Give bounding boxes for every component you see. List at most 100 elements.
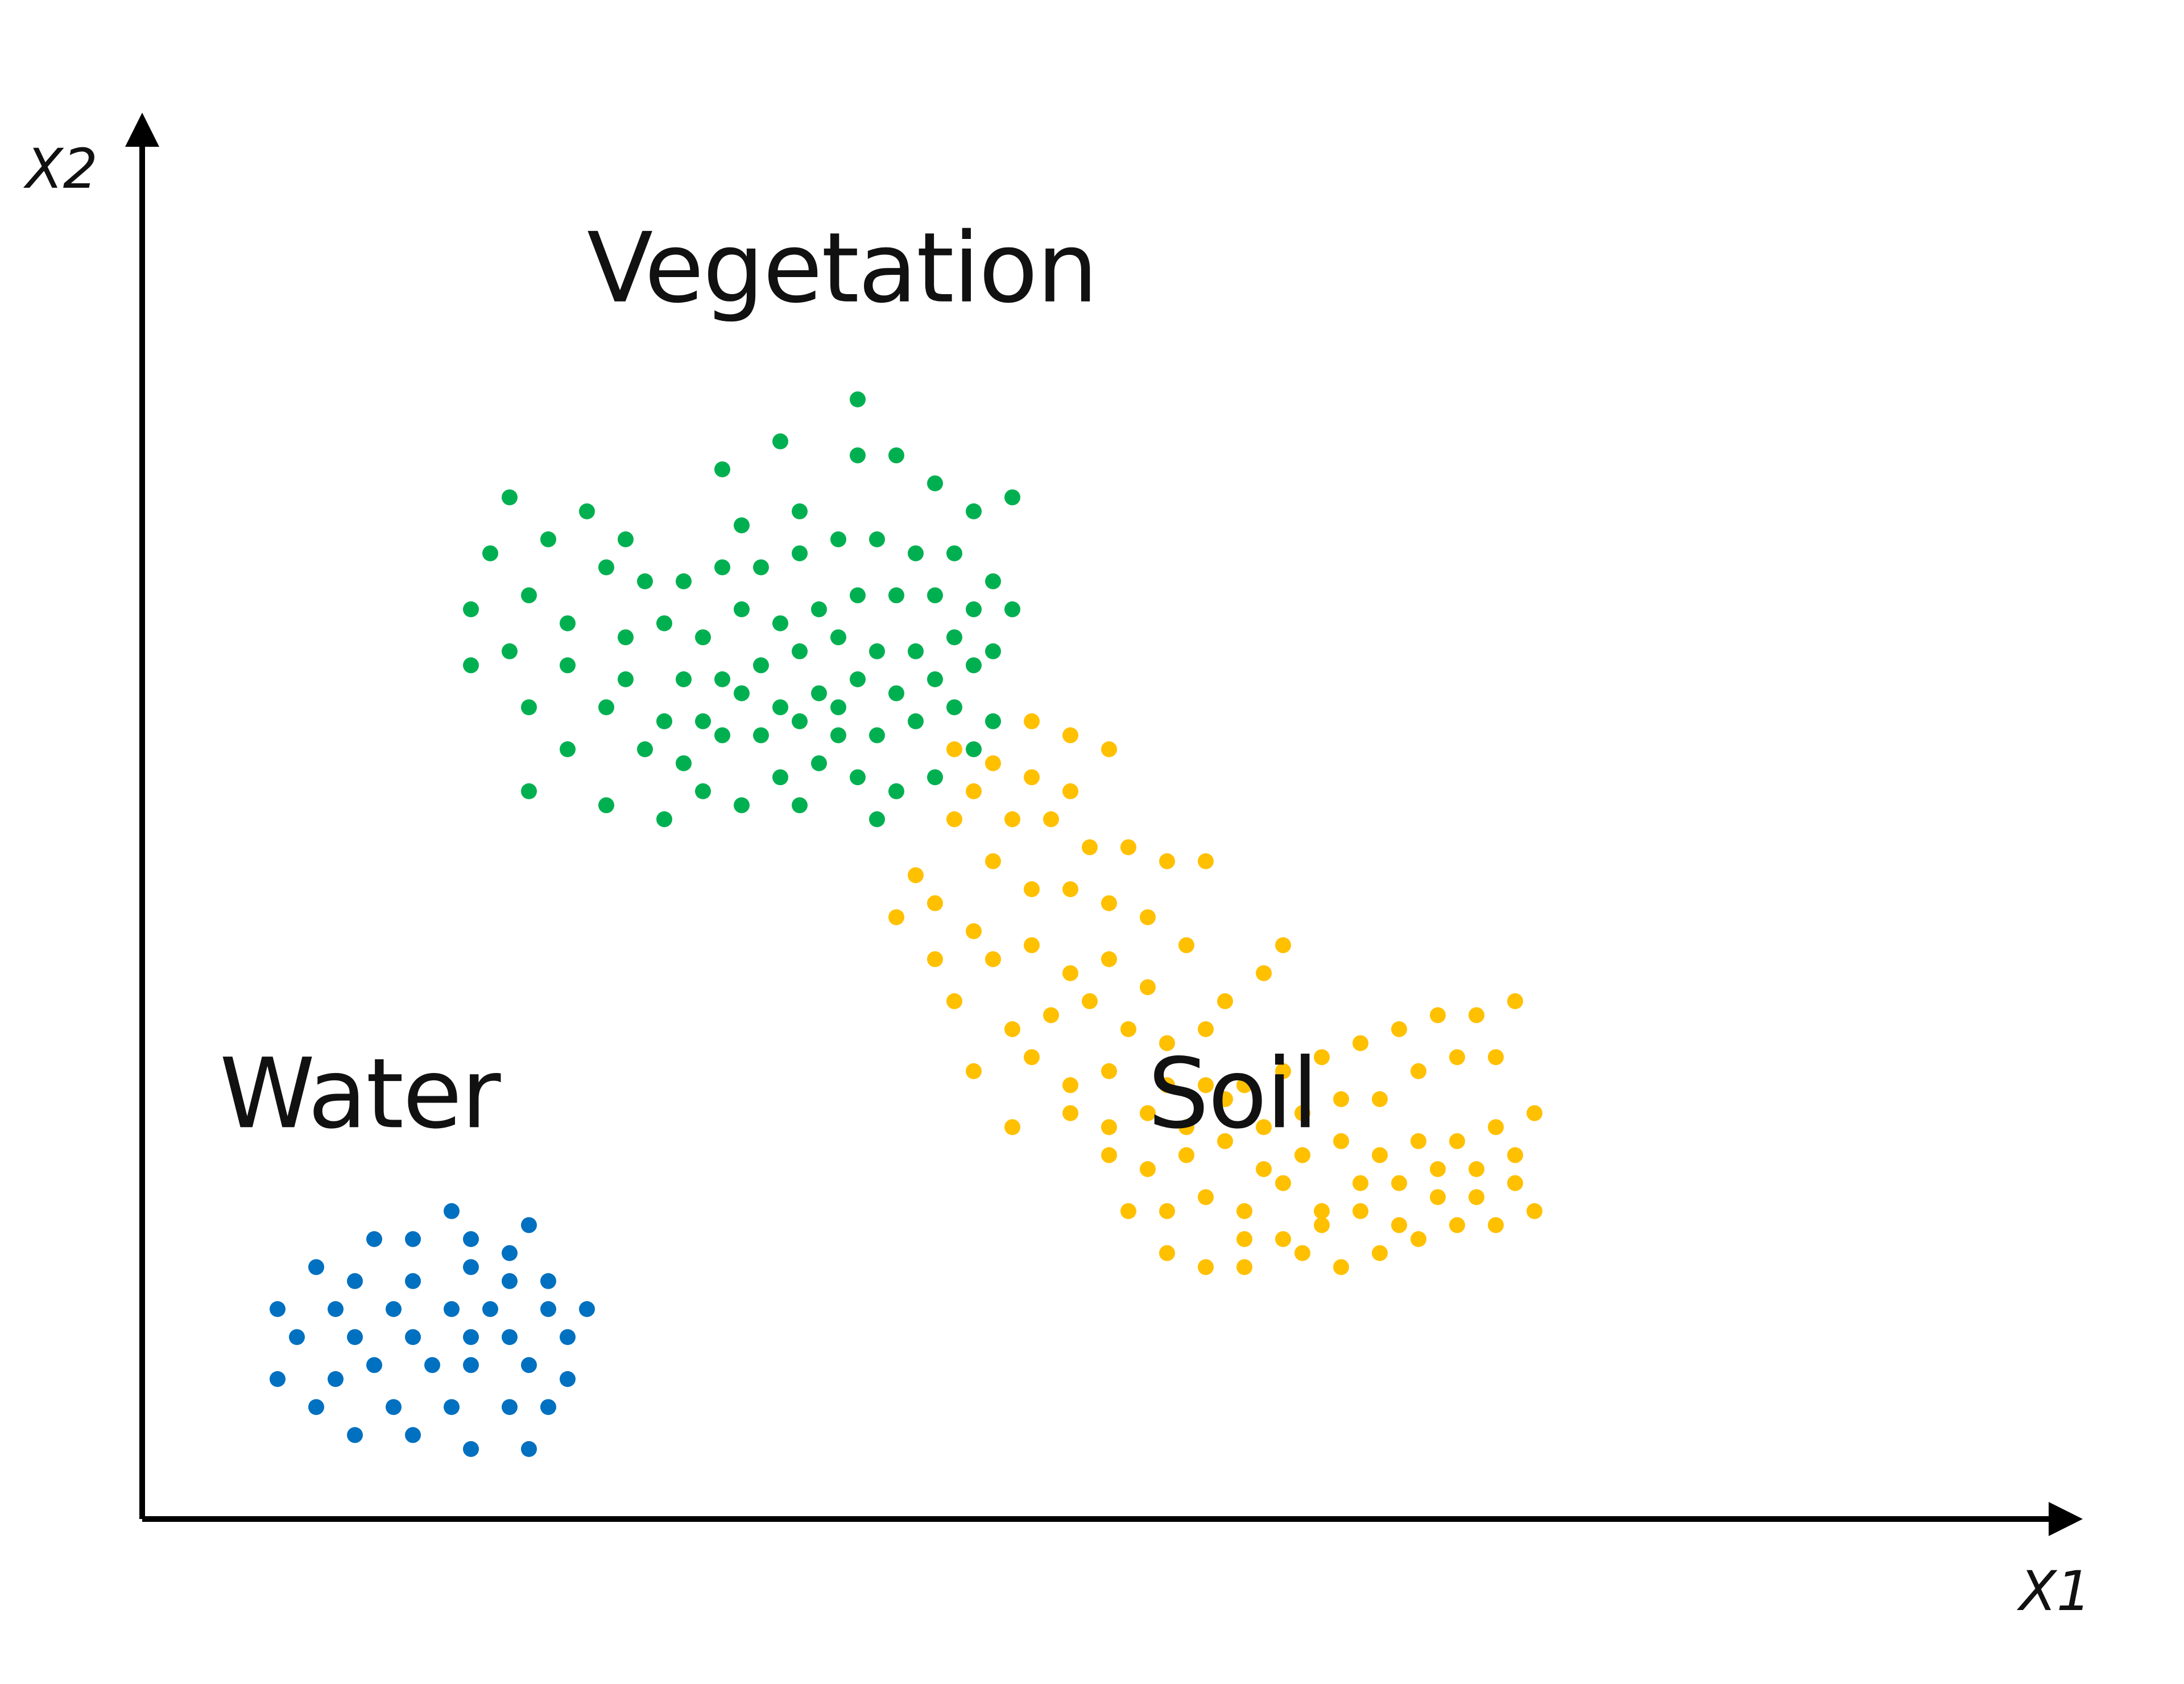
point-soil-67 [1488,1049,1504,1066]
point-soil-48 [1275,1063,1291,1079]
point-soil-1 [1062,727,1078,744]
point-vegetation-3 [579,503,595,519]
points-layer [270,391,1542,1457]
point-soil-76 [1410,1133,1426,1149]
point-vegetation-87 [869,811,885,827]
point-soil-43 [1062,1077,1078,1093]
point-soil-72 [1256,1161,1272,1177]
point-vegetation-88 [830,699,846,716]
x-axis-label: X1 [2016,1559,2091,1623]
point-soil-85 [1314,1203,1330,1219]
point-vegetation-39 [463,601,479,617]
point-soil-89 [1469,1161,1484,1177]
point-vegetation-85 [985,713,1001,729]
point-soil-58 [1140,1105,1156,1121]
point-soil-25 [1062,965,1078,981]
point-soil-65 [1410,1063,1426,1079]
point-vegetation-15 [637,573,653,589]
point-soil-18 [1101,895,1117,911]
point-water-26 [328,1371,344,1387]
point-soil-80 [1120,1203,1136,1219]
point-soil-45 [1159,1077,1175,1093]
point-soil-64 [1372,1091,1388,1107]
point-vegetation-36 [927,587,943,604]
y-axis-label: X2 [23,137,98,201]
point-water-37 [347,1427,363,1443]
point-water-39 [463,1441,479,1457]
point-soil-24 [1024,937,1040,954]
point-vegetation-49 [908,643,924,659]
point-vegetation-70 [830,727,846,744]
point-water-7 [347,1273,363,1289]
point-vegetation-56 [695,713,711,729]
point-soil-23 [966,923,982,939]
point-vegetation-78 [734,797,750,814]
point-vegetation-33 [811,601,827,617]
point-soil-79 [1527,1105,1542,1121]
point-soil-12 [1159,853,1175,869]
point-soil-55 [1004,1119,1020,1136]
point-vegetation-50 [946,629,962,646]
point-vegetation-44 [714,671,730,687]
point-vegetation-61 [888,685,904,701]
point-vegetation-32 [772,615,788,632]
point-soil-75 [1372,1147,1388,1163]
point-vegetation-2 [714,461,730,477]
point-soil-37 [1198,1021,1214,1037]
point-soil-32 [1004,1021,1020,1037]
point-soil-83 [1236,1203,1252,1219]
point-soil-15 [985,853,1001,869]
point-soil-44 [1101,1063,1117,1079]
point-soil-39 [1256,965,1272,981]
point-water-24 [560,1329,576,1345]
point-vegetation-22 [908,545,924,562]
point-water-32 [308,1399,324,1415]
point-vegetation-30 [695,629,711,646]
point-vegetation-18 [753,559,769,576]
point-soil-108 [1527,1203,1542,1219]
point-vegetation-69 [792,713,808,729]
point-vegetation-28 [618,629,634,646]
point-soil-74 [1333,1133,1349,1149]
point-soil-93 [1275,1231,1291,1247]
point-vegetation-83 [927,769,943,786]
point-soil-46 [1198,1077,1214,1093]
point-water-27 [366,1357,382,1373]
point-soil-40 [1275,937,1291,954]
point-soil-20 [1178,937,1194,954]
label-vegetation: Vegetation [587,212,1097,325]
point-vegetation-4 [618,531,634,547]
point-vegetation-9 [927,475,943,492]
point-vegetation-53 [521,699,537,716]
point-vegetation-19 [792,545,808,562]
point-vegetation-8 [888,447,904,464]
point-vegetation-14 [598,559,614,576]
point-soil-90 [1507,1147,1523,1163]
point-vegetation-12 [502,489,518,506]
point-water-34 [444,1399,460,1415]
point-water-9 [463,1259,479,1276]
point-water-35 [502,1399,518,1415]
point-vegetation-48 [869,643,885,659]
point-soil-30 [985,951,1001,967]
point-water-33 [386,1399,402,1415]
point-water-40 [521,1441,537,1457]
point-vegetation-13 [540,531,556,547]
point-vegetation-35 [888,587,904,604]
point-vegetation-67 [714,727,730,744]
point-soil-22 [927,895,943,911]
point-soil-41 [966,1063,982,1079]
point-soil-95 [1352,1203,1368,1219]
point-vegetation-82 [888,783,904,799]
point-soil-13 [1198,853,1214,869]
point-vegetation-84 [966,741,982,757]
point-soil-82 [1198,1189,1214,1206]
series-soil [888,713,1542,1276]
labels-layer: Vegetation Water Soil [220,212,1318,1150]
point-water-14 [386,1301,402,1317]
point-water-8 [405,1273,421,1289]
point-vegetation-37 [966,601,982,617]
point-soil-70 [1178,1147,1194,1163]
point-vegetation-17 [714,559,730,576]
